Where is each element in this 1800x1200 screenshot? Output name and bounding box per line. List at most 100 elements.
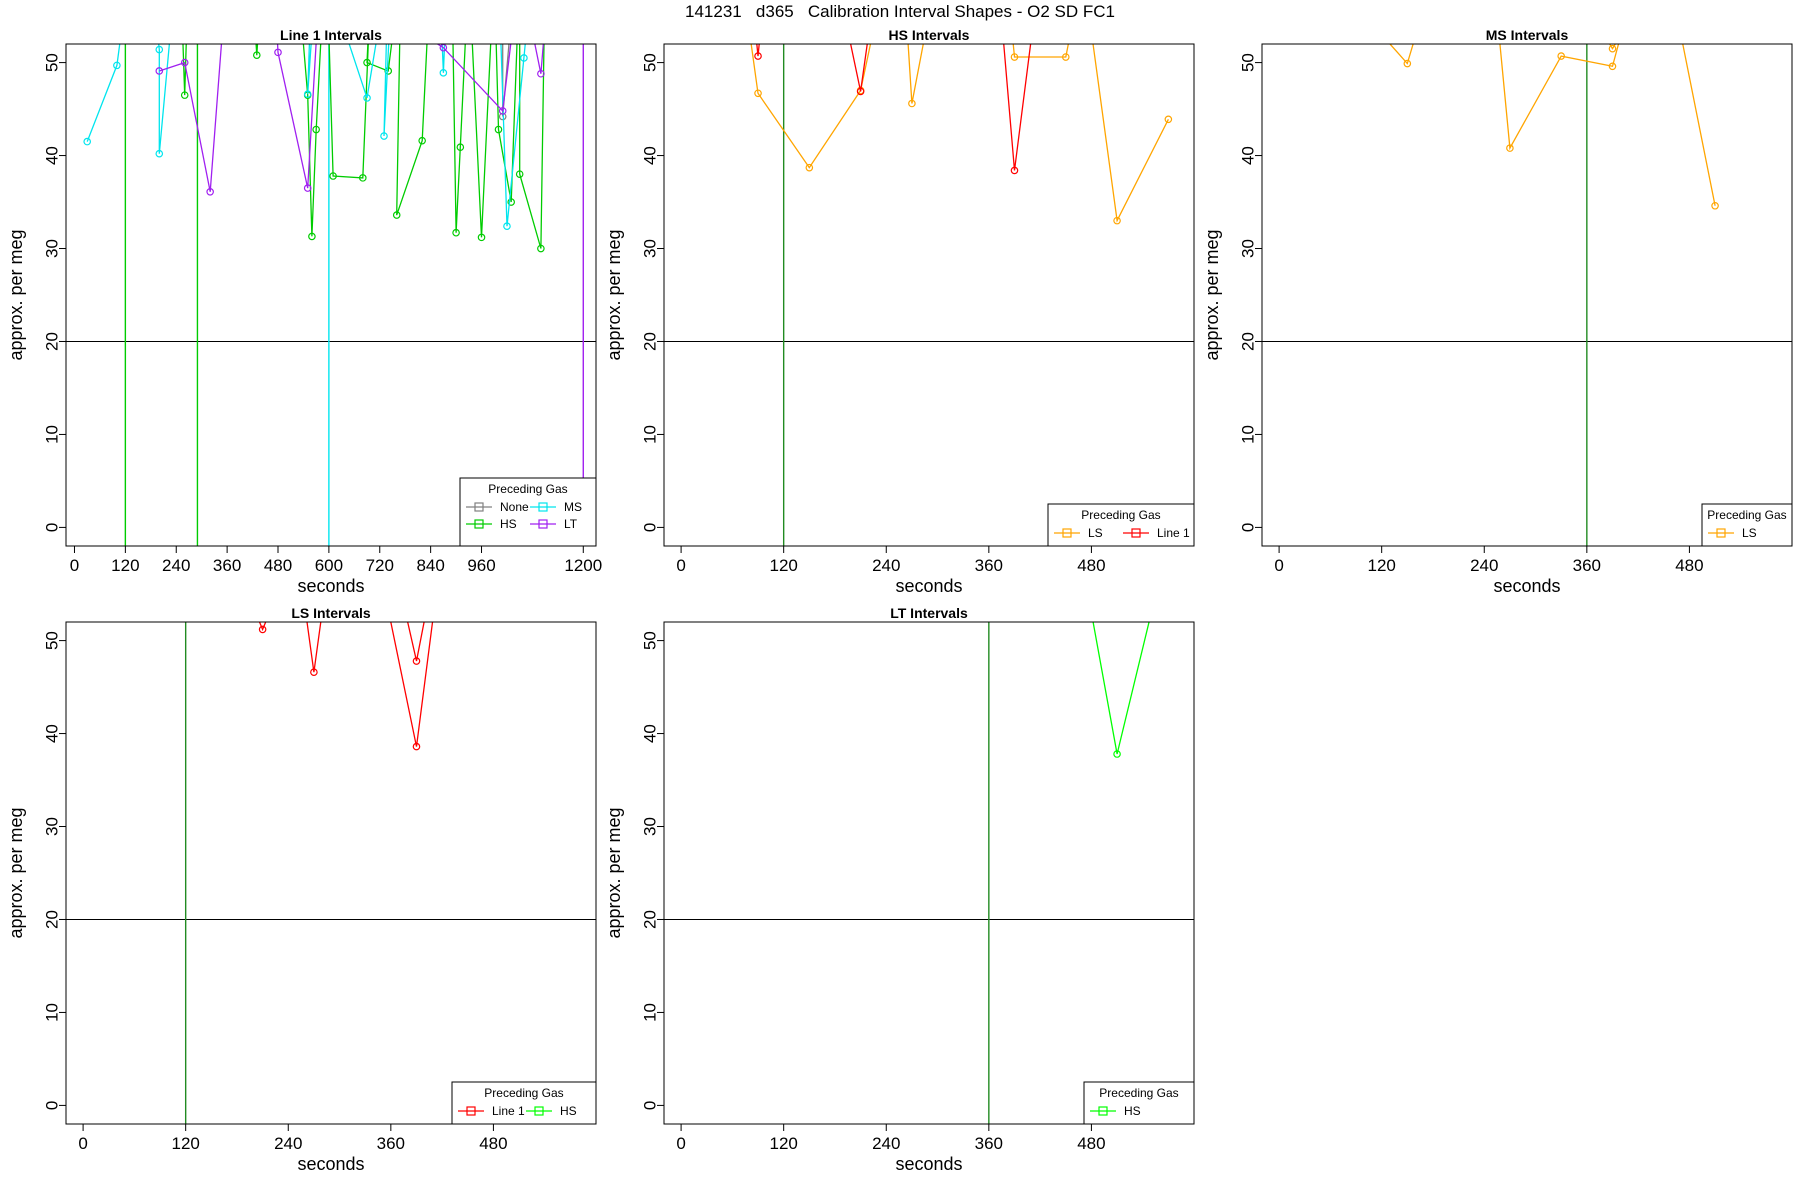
data-point xyxy=(1010,53,1019,61)
legend-entry-label: HS xyxy=(560,1104,577,1118)
data-point xyxy=(1711,201,1719,210)
y-tick-label: 40 xyxy=(43,724,62,743)
y-tick-label: 20 xyxy=(641,332,660,351)
y-tick-label: 20 xyxy=(43,332,62,351)
legend: Preceding Gas HS xyxy=(1083,1081,1195,1125)
data-point xyxy=(392,211,401,219)
legend-title: Preceding Gas xyxy=(1707,508,1786,522)
data-point xyxy=(303,184,312,192)
y-tick-label: 30 xyxy=(43,239,62,258)
data-point xyxy=(515,170,524,178)
data-point xyxy=(380,132,388,140)
y-tick-label: 40 xyxy=(641,724,660,743)
data-point xyxy=(418,136,426,145)
data-point xyxy=(754,52,762,60)
y-tick-label: 50 xyxy=(1239,53,1258,72)
y-tick-label: 0 xyxy=(641,523,660,532)
data-point xyxy=(908,99,916,108)
data-point xyxy=(155,45,164,54)
x-axis-label: seconds xyxy=(297,576,364,596)
data-point xyxy=(180,91,189,99)
legend-entry-label: Line 1 xyxy=(492,1104,525,1118)
chart-panel-1: Line 1 Intervals 0 120 240 360 480 600 720 840 96… xyxy=(6,27,602,596)
data-point xyxy=(412,657,421,665)
data-point xyxy=(329,172,337,180)
data-point xyxy=(1164,115,1173,124)
data-point xyxy=(1113,216,1121,225)
data-point xyxy=(310,668,318,677)
data-point xyxy=(507,198,516,206)
series-line-line-1 xyxy=(258,622,434,747)
legend-box xyxy=(1083,1081,1195,1125)
y-tick-label: 10 xyxy=(43,1003,62,1022)
panel-title: Line 1 Intervals xyxy=(280,27,382,43)
y-tick-label: 0 xyxy=(1239,523,1258,532)
x-tick-label: 240 xyxy=(274,1134,302,1153)
data-point xyxy=(452,228,460,237)
legend-entry-label: LS xyxy=(1742,526,1757,540)
plot-area xyxy=(664,622,1194,1124)
x-tick-label: 120 xyxy=(111,556,139,575)
panel-title: LT Intervals xyxy=(890,605,968,621)
series-line-ls xyxy=(750,44,1169,223)
legend-swatch-marker xyxy=(1098,1106,1108,1116)
page-title: 141231 d365 Calibration Interval Shapes … xyxy=(685,2,1115,21)
x-tick-label: 480 xyxy=(1077,1134,1105,1153)
plot-area xyxy=(1262,44,1792,546)
data-point xyxy=(503,222,511,231)
series-line-line-1 xyxy=(756,44,1032,171)
x-tick-label: 120 xyxy=(769,556,797,575)
legend-swatch-marker xyxy=(1716,528,1726,538)
data-point xyxy=(308,232,316,241)
data-point xyxy=(83,137,92,146)
data-point xyxy=(363,58,371,67)
y-tick-label: 40 xyxy=(641,146,660,165)
y-tick-label: 30 xyxy=(641,817,660,836)
series-line-hs xyxy=(1092,622,1150,755)
y-tick-label: 40 xyxy=(43,146,62,165)
legend-swatch-marker xyxy=(538,502,548,512)
x-tick-label: 120 xyxy=(769,1134,797,1153)
x-tick-label: 360 xyxy=(975,1134,1003,1153)
data-point xyxy=(537,69,545,78)
data-point xyxy=(1010,166,1019,175)
y-tick-label: 10 xyxy=(641,425,660,444)
legend-swatch-marker xyxy=(466,1106,476,1116)
y-axis-label: approx. per meg xyxy=(604,807,624,938)
legend: Preceding Gas None MS HS LT xyxy=(459,477,597,547)
legend-entry-label: HS xyxy=(1124,1104,1141,1118)
data-point xyxy=(805,163,814,172)
y-tick-label: 10 xyxy=(43,425,62,444)
x-axis-label: seconds xyxy=(297,1154,364,1174)
y-tick-label: 0 xyxy=(43,1101,62,1110)
data-point xyxy=(363,94,371,102)
series-line-ls xyxy=(1389,44,1716,206)
x-tick-label: 720 xyxy=(366,556,394,575)
y-axis-label: approx. per meg xyxy=(6,229,26,360)
chart-panel-2: HS Intervals 0 120 240 360 480 0 10 20 30 40 50 seco… xyxy=(604,27,1195,596)
data-point xyxy=(494,125,503,134)
x-tick-label: 480 xyxy=(1675,556,1703,575)
x-tick-label: 600 xyxy=(315,556,343,575)
y-tick-label: 10 xyxy=(641,1003,660,1022)
data-point xyxy=(252,51,261,59)
data-point xyxy=(439,44,448,52)
x-tick-label: 240 xyxy=(872,1134,900,1153)
y-tick-label: 0 xyxy=(43,523,62,532)
data-point xyxy=(206,188,214,196)
panel-title: LS Intervals xyxy=(291,605,371,621)
legend-box xyxy=(1701,503,1793,547)
legend-entry-label: HS xyxy=(500,517,517,531)
legend-title: Preceding Gas xyxy=(1081,508,1160,522)
legend-title: Preceding Gas xyxy=(1099,1086,1178,1100)
data-point xyxy=(498,107,507,115)
y-axis-label: approx. per meg xyxy=(604,229,624,360)
data-point xyxy=(1506,144,1514,152)
x-tick-label: 360 xyxy=(975,556,1003,575)
x-tick-label: 0 xyxy=(78,1134,87,1153)
legend-swatch-marker xyxy=(534,1106,544,1116)
x-tick-label: 0 xyxy=(676,556,685,575)
legend: Preceding Gas LS Line 1 xyxy=(1047,503,1195,547)
x-tick-label: 240 xyxy=(872,556,900,575)
x-axis-label: seconds xyxy=(895,1154,962,1174)
